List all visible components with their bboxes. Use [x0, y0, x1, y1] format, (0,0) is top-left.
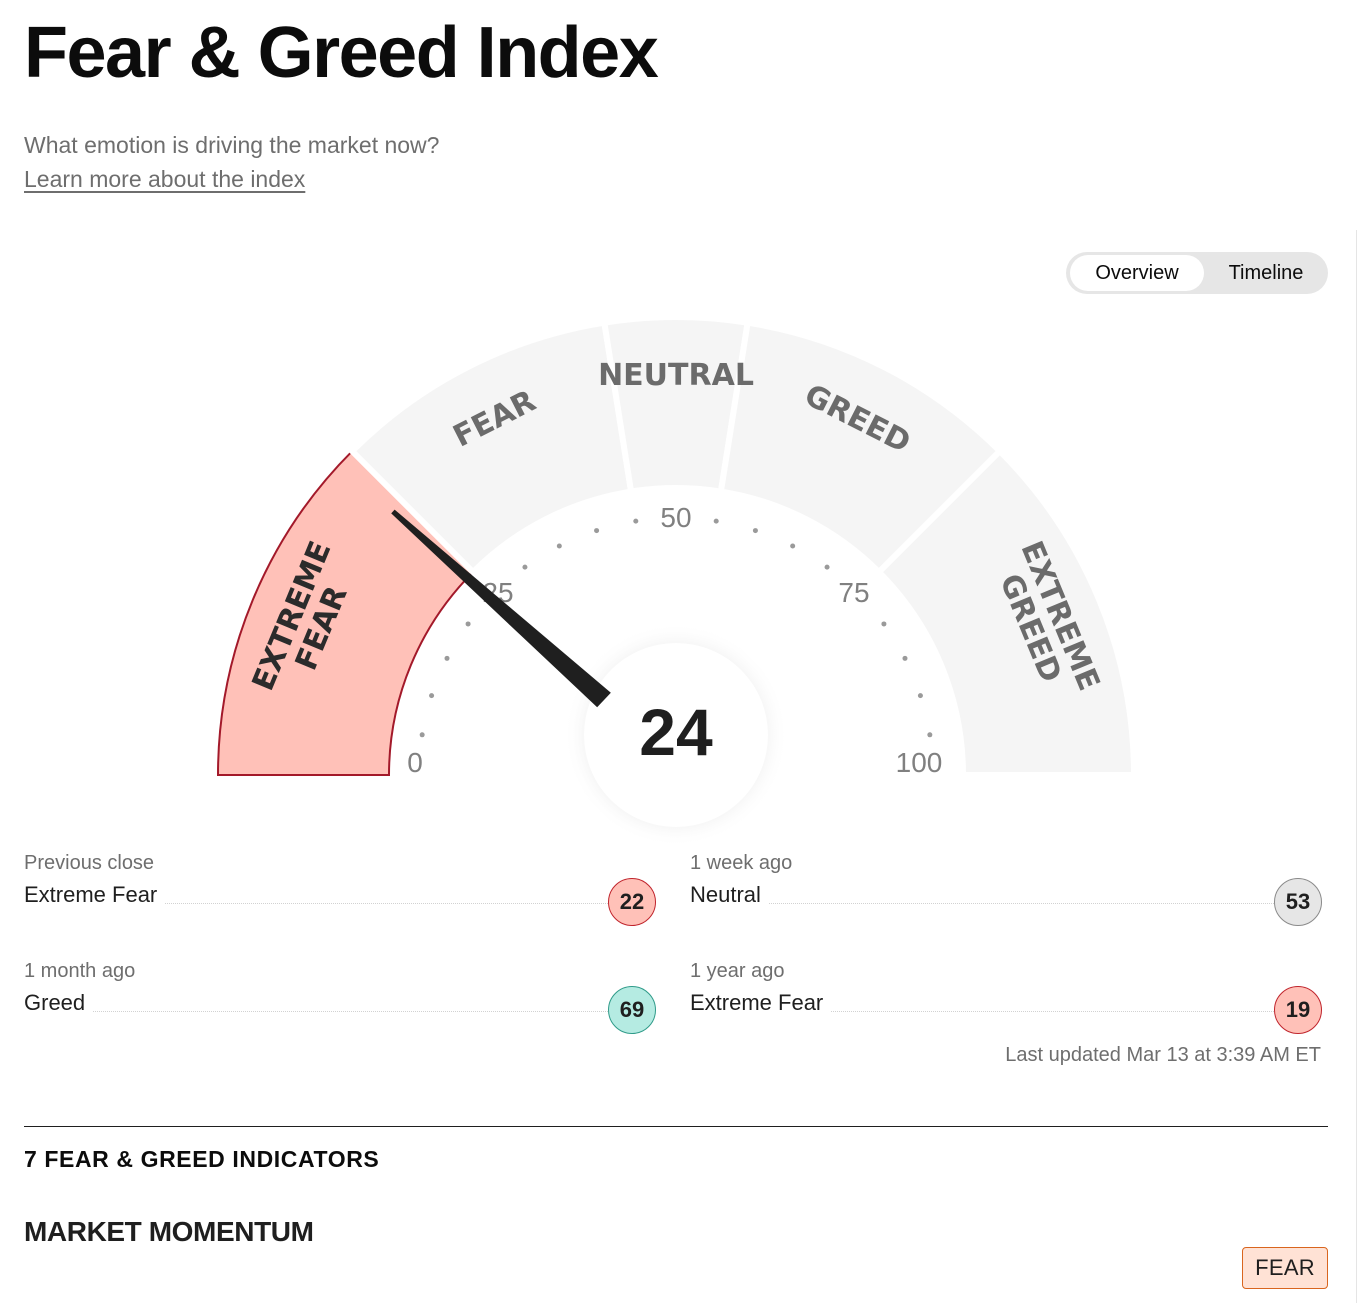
history-previous-close: Previous close Extreme Fear 22: [24, 852, 656, 926]
score-disc: [584, 643, 768, 827]
page-subtitle: What emotion is driving the market now?: [24, 132, 440, 158]
tick-dot: [752, 528, 758, 534]
tick-dot: [465, 621, 471, 627]
tick-dot: [927, 732, 933, 738]
tick-dot: [881, 621, 887, 627]
tick-dot: [633, 518, 639, 524]
timeline-tab[interactable]: Timeline: [1228, 262, 1304, 284]
gauge-segment-4: [874, 446, 1138, 778]
history-rating: Greed: [24, 990, 94, 1016]
gauge-score: 24: [639, 695, 713, 769]
dotted-leader: [690, 903, 1282, 904]
dotted-leader: [24, 903, 616, 904]
history-score-badge: 19: [1274, 986, 1322, 1034]
segment-label-2: NEUTRAL: [598, 358, 754, 393]
tick-label: 0: [407, 747, 423, 778]
scrollbar-track[interactable]: [1356, 230, 1357, 1303]
tick-label: 75: [838, 577, 869, 608]
history-rating: Extreme Fear: [24, 882, 166, 908]
tick-dot: [902, 655, 908, 661]
tick-dot: [594, 528, 600, 534]
indicators-heading: 7 FEAR & GREED INDICATORS: [24, 1146, 380, 1172]
fear-greed-gauge: EXTREMEFEARFEARNEUTRALGREEDEXTREMEGREED …: [216, 314, 1138, 847]
tick-dot: [419, 732, 425, 738]
section-divider: [24, 1126, 1328, 1127]
history-rating: Neutral: [690, 882, 769, 908]
needle: [391, 509, 611, 708]
tick-dot: [790, 543, 796, 549]
dotted-leader: [24, 1011, 616, 1012]
learn-more-link[interactable]: Learn more about the index: [24, 166, 306, 192]
tick-dot: [917, 693, 923, 699]
gauge-needle: [391, 509, 611, 708]
svg-text:NEUTRAL: NEUTRAL: [598, 358, 754, 393]
tick-dot: [444, 655, 450, 661]
history-score-badge: 69: [608, 986, 656, 1034]
tick-label: 100: [896, 747, 943, 778]
history-label: 1 year ago: [690, 960, 785, 982]
gauge-segment-0: [216, 449, 475, 776]
history-label: Previous close: [24, 852, 155, 874]
history-label: 1 month ago: [24, 960, 136, 982]
dotted-leader: [690, 1011, 1282, 1012]
history-score-badge: 22: [608, 878, 656, 926]
history-label: 1 week ago: [690, 852, 793, 874]
gauge-tick-dots: [419, 518, 933, 738]
page-title: Fear & Greed Index: [24, 13, 659, 93]
tick-dot: [522, 564, 528, 570]
overview-tab[interactable]: Overview: [1070, 255, 1204, 291]
history-1-month-ago: 1 month ago Greed 69: [24, 960, 656, 1034]
history-1-year-ago: 1 year ago Extreme Fear 19: [690, 960, 1322, 1034]
history-rating: Extreme Fear: [690, 990, 832, 1016]
tick-dot: [429, 693, 435, 699]
history-1-week-ago: 1 week ago Neutral 53: [690, 852, 1322, 926]
gauge-segments: [216, 314, 1138, 847]
tick-dot: [556, 543, 562, 549]
tick-dot: [713, 518, 719, 524]
history-score-badge: 53: [1274, 878, 1322, 926]
market-momentum-title: MARKET MOMENTUM: [24, 1216, 314, 1247]
view-toggle: Overview Timeline: [1066, 252, 1328, 294]
last-updated: Last updated Mar 13 at 3:39 AM ET: [1005, 1044, 1321, 1066]
tick-label: 50: [660, 502, 691, 533]
tick-dot: [824, 564, 830, 570]
market-momentum-rating-badge: FEAR: [1242, 1247, 1328, 1289]
